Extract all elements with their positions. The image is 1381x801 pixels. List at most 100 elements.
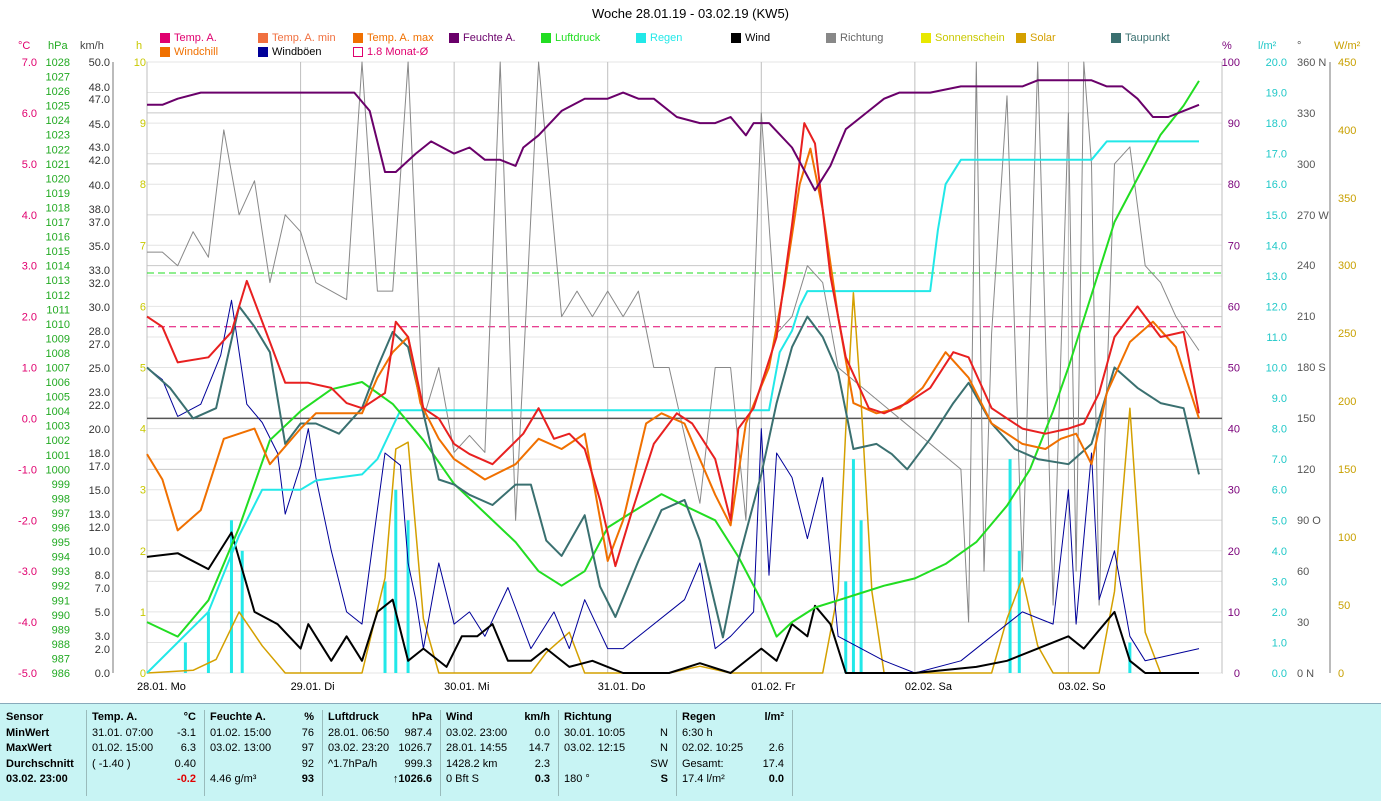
- legend-label: Windböen: [272, 46, 322, 58]
- stats-row: ( -1.40 ) 0.40: [92, 757, 204, 773]
- direction-tick-label: 360 N: [1297, 57, 1326, 69]
- stats-row: 03.02. 12:15 N: [564, 741, 676, 757]
- legend-swatch: [160, 47, 170, 57]
- sun-tick-label: 7: [140, 240, 146, 252]
- stats-cell-value: ↑1026.6: [392, 773, 432, 785]
- wind-tick-label: 12.0: [89, 522, 110, 534]
- pressure-tick-label: 1011: [46, 304, 70, 316]
- wind-tick-label: 48.0: [89, 82, 110, 94]
- legend-item: 1.8 Monat-Ø: [353, 46, 428, 58]
- series-line-feuchte-a-: [147, 79, 1200, 192]
- pressure-tick-label: 1024: [46, 115, 70, 127]
- legend-item: Temp. A. max: [353, 32, 434, 44]
- stats-cell-value: 0.0: [534, 726, 550, 739]
- direction-tick-label: 210: [1297, 311, 1315, 323]
- x-tick-label: 28.01. Mo: [137, 681, 186, 693]
- stats-cell-value: 987.4: [404, 726, 432, 739]
- stats-row: 6:30 h: [682, 726, 792, 742]
- legend-item: Windchill: [160, 46, 218, 58]
- stats-cell-value: 0.3: [534, 773, 550, 785]
- stats-header-label: Temp. A.: [92, 711, 138, 723]
- sunshine-bar: [206, 611, 210, 673]
- stats-cell-value: 0.40: [174, 757, 196, 770]
- temp-tick-label: -2.0: [18, 515, 37, 527]
- x-tick-label: 31.01. Do: [598, 681, 646, 693]
- temp-tick-label: 4.0: [22, 210, 37, 222]
- pressure-tick-label: 992: [52, 581, 70, 593]
- wind-tick-label: 37.0: [89, 217, 110, 229]
- stats-row: 31.01. 07:00 -3.1: [92, 726, 204, 742]
- stats-header-unit: %: [304, 711, 314, 723]
- solar-tick-label: 100: [1338, 532, 1356, 544]
- stats-row: SW: [564, 757, 676, 773]
- stats-col-wind: Wind km/h 03.02. 23:00 0.0 28.01. 14:55 14.7 1…: [446, 710, 559, 796]
- legend-label: Richtung: [840, 32, 884, 44]
- stats-cell-label: 1428.2 km: [446, 757, 498, 770]
- direction-tick-label: 330: [1297, 108, 1315, 120]
- legend-swatch: [1016, 33, 1026, 43]
- stats-cell-value: S: [660, 773, 668, 785]
- sunshine-bar: [394, 489, 398, 673]
- stats-header-unit: °C: [183, 711, 196, 723]
- solar-tick-label: 0: [1338, 668, 1344, 680]
- stats-row: ↑1026.6: [328, 772, 440, 788]
- legend-swatch: [258, 47, 268, 57]
- temp-tick-label: 1.0: [22, 363, 37, 375]
- rain-tick-label: 15.0: [1266, 210, 1287, 222]
- stats-cell-label: 28.01. 14:55: [446, 742, 508, 754]
- legend-item: Temp. A. min: [258, 32, 336, 44]
- sunshine-bar: [406, 520, 410, 673]
- sunshine-bar: [229, 520, 233, 673]
- legend-swatch: [353, 47, 363, 57]
- stats-cell-value: -3.1: [177, 726, 196, 739]
- humidity-tick-label: 80: [1228, 179, 1240, 191]
- wind-tick-label: 22.0: [89, 400, 110, 412]
- unit-lm2: l/m²: [1258, 40, 1277, 52]
- solar-tick-label: 350: [1338, 193, 1356, 205]
- stats-cell-label: ^1.7hPa/h: [328, 757, 378, 770]
- stats-cell-value: 97: [301, 742, 314, 754]
- temp-tick-label: 2.0: [22, 312, 37, 324]
- stats-cell-value: N: [660, 742, 668, 754]
- legend-swatch: [160, 33, 170, 43]
- temp-tick-label: 0.0: [22, 413, 37, 425]
- stats-row: ^1.7hPa/h 999.3: [328, 757, 440, 773]
- stats-col-temp: Temp. A. °C 31.01. 07:00 -3.1 01.02. 15:00 6.…: [92, 710, 205, 796]
- temp-tick-label: -1.0: [18, 464, 37, 476]
- unit-deg: °: [1297, 40, 1302, 52]
- stats-row: 1428.2 km 2.3: [446, 757, 558, 773]
- stats-cell-value: 92: [301, 757, 314, 770]
- series-line-luftdruck: [146, 80, 1200, 638]
- rain-tick-label: 10.0: [1266, 363, 1287, 375]
- pressure-tick-label: 999: [52, 479, 70, 491]
- legend-item: Feuchte A.: [449, 32, 516, 44]
- stats-cell-value: 76: [301, 726, 314, 739]
- pressure-tick-label: 1004: [46, 406, 70, 418]
- temp-tick-label: -3.0: [18, 566, 37, 578]
- series-line-temp-a-: [146, 122, 1200, 568]
- solar-tick-label: 200: [1338, 396, 1356, 408]
- legend-swatch: [541, 33, 551, 43]
- wind-tick-label: 40.0: [89, 180, 110, 192]
- wind-tick-label: 17.0: [89, 461, 110, 473]
- pressure-tick-label: 1000: [46, 464, 70, 476]
- wind-tick-label: 0.0: [95, 668, 110, 680]
- pressure-tick-label: 986: [52, 668, 70, 680]
- legend-label: Wind: [745, 32, 771, 44]
- temp-tick-label: -5.0: [18, 668, 37, 680]
- solar-tick-label: 450: [1338, 57, 1356, 69]
- wind-tick-label: 13.0: [89, 509, 110, 521]
- sunshine-bar: [183, 642, 187, 673]
- direction-tick-label: 0 N: [1297, 668, 1314, 680]
- pressure-tick-label: 1005: [46, 392, 70, 404]
- row-label: MaxWert: [6, 742, 52, 754]
- stats-cell-value: 14.7: [528, 742, 550, 754]
- rain-tick-label: 0.0: [1272, 668, 1287, 680]
- sun-tick-label: 1: [140, 607, 146, 619]
- stats-row: 01.02. 15:00 6.3: [92, 741, 204, 757]
- rain-tick-label: 7.0: [1272, 454, 1287, 466]
- legend-label: Solar: [1030, 32, 1056, 44]
- legend-label: 1.8 Monat-Ø: [367, 46, 429, 58]
- direction-tick-label: 180 S: [1297, 362, 1326, 374]
- sun-tick-label: 6: [140, 301, 146, 313]
